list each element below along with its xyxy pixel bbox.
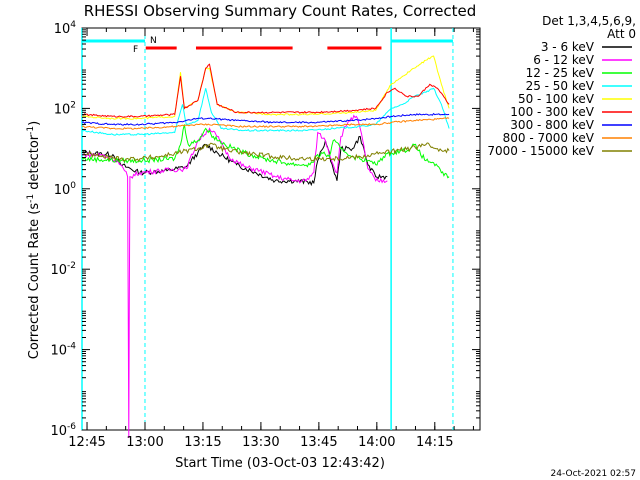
y-tick-label: 10-4 xyxy=(50,342,76,359)
footer-timestamp: 24-Oct-2021 02:57 xyxy=(551,469,636,479)
series-line xyxy=(81,112,450,126)
x-tick-label: 13:15 xyxy=(184,435,221,450)
legend-entry-label: 25 - 50 keV xyxy=(526,79,595,93)
x-tick-label: 12:45 xyxy=(68,435,105,450)
series-line xyxy=(81,55,450,120)
legend-entry-label: 50 - 100 keV xyxy=(518,92,595,106)
x-tick-label: 13:30 xyxy=(242,435,279,450)
x-tick-label: 13:00 xyxy=(126,435,163,450)
x-tick-label: 14:15 xyxy=(416,435,453,450)
legend-subheader: Att 0 xyxy=(607,27,636,41)
legend-entry-label: 300 - 800 keV xyxy=(510,118,594,132)
legend-header: Det 1,3,4,5,6,9, xyxy=(542,14,636,28)
chart-title: RHESSI Observing Summary Count Rates, Co… xyxy=(84,2,477,20)
series-line xyxy=(81,142,450,162)
y-axis-label: Corrected Count Rate (s-1 detector-1) xyxy=(26,121,42,359)
x-axis-label: Start Time (03-Oct-03 12:43:42) xyxy=(175,456,385,471)
y-tick-label: 100 xyxy=(54,181,77,198)
legend-entry-label: 7000 - 15000 keV xyxy=(487,144,594,158)
series-line xyxy=(81,114,388,439)
series-line xyxy=(81,63,450,118)
x-tick-label: 13:45 xyxy=(300,435,337,450)
flare-label: F xyxy=(133,45,138,55)
x-tick-label: 14:00 xyxy=(358,435,395,450)
y-tick-label: 102 xyxy=(54,100,76,117)
series-line xyxy=(81,87,450,136)
legend-entry-label: 100 - 300 keV xyxy=(510,105,594,119)
series-line xyxy=(81,117,450,130)
legend-entry-label: 6 - 12 keV xyxy=(533,53,595,67)
legend-entry-label: 12 - 25 keV xyxy=(526,66,595,80)
y-tick-label: 104 xyxy=(54,20,77,37)
plot-frame xyxy=(81,27,481,431)
y-tick-label: 10-6 xyxy=(50,422,76,439)
legend-entry-label: 800 - 7000 keV xyxy=(503,131,595,145)
series-line xyxy=(81,124,450,179)
y-tick-label: 10-2 xyxy=(50,261,76,278)
legend-entry-label: 3 - 6 keV xyxy=(541,40,595,54)
night-label: N xyxy=(150,36,157,46)
